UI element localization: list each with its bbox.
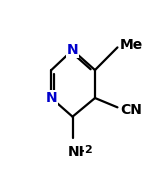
Text: NH: NH xyxy=(68,145,91,159)
Text: 2: 2 xyxy=(84,145,92,155)
Text: N: N xyxy=(46,91,57,105)
Text: N: N xyxy=(67,43,78,57)
Text: CN: CN xyxy=(120,103,142,117)
Text: Me: Me xyxy=(120,38,143,52)
